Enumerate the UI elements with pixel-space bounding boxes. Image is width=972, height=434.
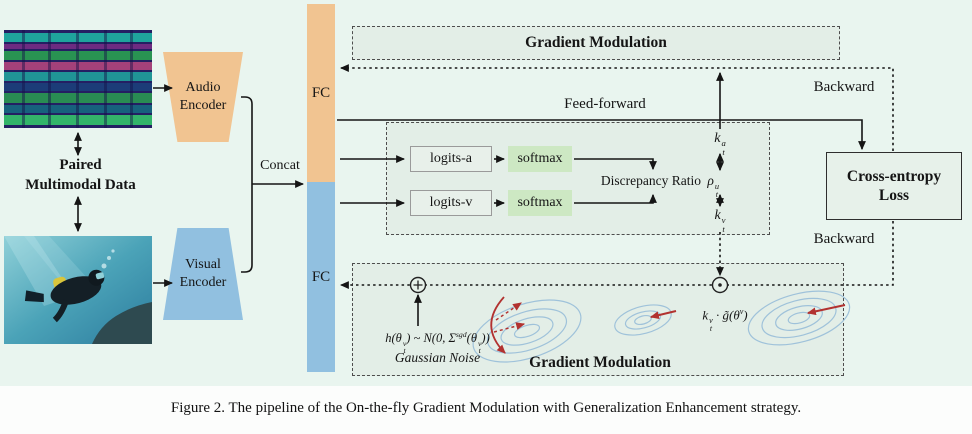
paired-line2: Multimodal Data [25, 176, 136, 193]
visual-encoder-label-line1: Visual [185, 256, 221, 272]
logits-v-label: logits-v [429, 195, 473, 210]
softmax-a-box: softmax [508, 146, 572, 172]
gradient-modulation-bottom-title: Gradient Modulation [529, 354, 671, 371]
paired-line1: Paired [59, 157, 102, 173]
logits-v-box: logits-v [410, 190, 492, 216]
audio-encoder: Audio Encoder [163, 52, 243, 142]
logits-a-label: logits-a [430, 151, 472, 166]
concat-label: Concat [260, 158, 300, 173]
gradient-modulation-top-box: Gradient Modulation [352, 26, 840, 60]
gradient-modulation-top-title: Gradient Modulation [525, 34, 667, 51]
visual-encoder-label-line2: Encoder [179, 275, 227, 290]
paired-multimodal-data-label: Paired Multimodal Data [8, 156, 153, 195]
figure-caption: Figure 2. The pipeline of the On-the-fly… [170, 400, 802, 416]
fc-visual-label: FC [311, 268, 331, 285]
backward-top-label: Backward [813, 79, 875, 95]
fc-audio-label: FC [311, 84, 331, 101]
fc-layer-visual: FC [307, 182, 335, 372]
softmax-v-label: softmax [517, 195, 563, 210]
cross-entropy-loss-box: Cross-entropy Loss [826, 152, 962, 220]
concat-bracket [241, 96, 253, 273]
spectrogram-graphic [4, 30, 152, 128]
diver [24, 269, 105, 323]
diver-graphic [4, 236, 152, 344]
audio-encoder-label-line2: Encoder [179, 98, 227, 113]
rocks [92, 302, 152, 344]
logits-a-box: logits-a [410, 146, 492, 172]
audio-spectrogram-image [4, 30, 152, 128]
softmax-v-box: softmax [508, 190, 572, 216]
loss-line2: Loss [878, 187, 910, 204]
bubbles [101, 249, 115, 269]
rho-symbol: ρ [707, 173, 714, 188]
feed-forward-label: Feed-forward [564, 96, 646, 112]
gaussian-noise-formula: h(θ v t) ~ N(0, Σsgd(θ v t)) [385, 330, 490, 356]
diver-photo [4, 236, 152, 344]
softmax-a-label: softmax [517, 151, 563, 166]
backward-bottom-label: Backward [813, 231, 875, 247]
caption-strip [0, 386, 972, 434]
gaussian-noise-label: Gaussian Noise [394, 350, 481, 365]
fc-layer-audio: FC [307, 4, 335, 182]
discrepancy-ratio-text: Discrepancy Ratio [600, 173, 702, 188]
visual-encoder: Visual Encoder [163, 228, 243, 320]
audio-encoder-label-line1: Audio [185, 79, 221, 95]
loss-line1: Cross-entropy [846, 167, 942, 185]
